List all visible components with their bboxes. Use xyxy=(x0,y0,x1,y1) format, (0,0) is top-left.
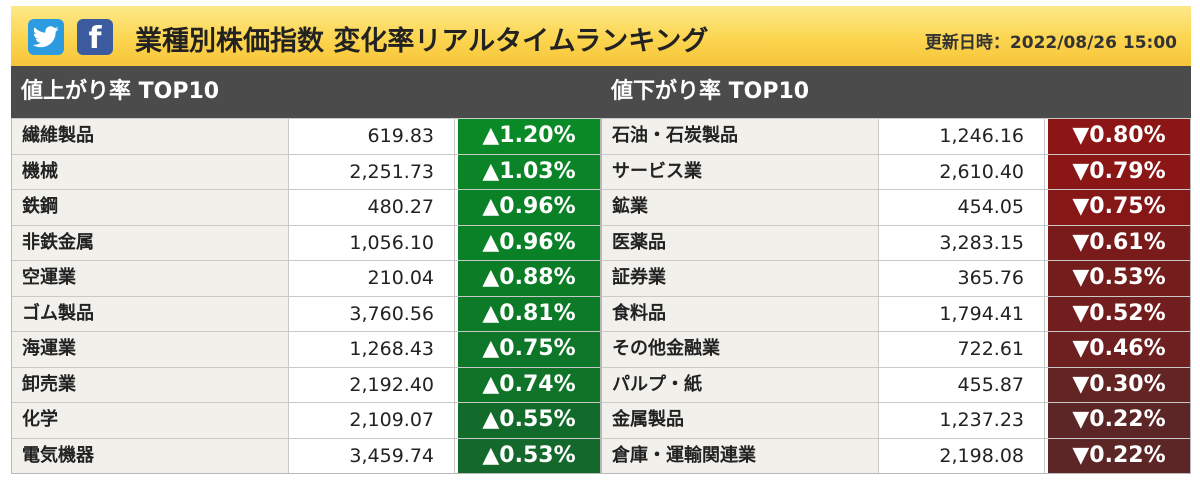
sector-name: 石油・石炭製品 xyxy=(602,119,879,154)
gainers-panel: 値上がり率 TOP10 繊維製品 619.83 ▲1.20% 機械 2,251.73 ▲… xyxy=(11,66,601,474)
change-badge: ▲1.20% xyxy=(458,119,600,154)
table-row: 食料品 1,794.41 ▼0.52% xyxy=(602,295,1190,331)
facebook-f-icon: f xyxy=(88,21,102,56)
table-row: 卸売業 2,192.40 ▲0.74% xyxy=(12,366,600,402)
index-value: 3,760.56 xyxy=(289,296,455,331)
table-row: 機械 2,251.73 ▲1.03% xyxy=(12,153,600,189)
sector-name: その他金融業 xyxy=(602,332,879,367)
change-badge: ▲0.53% xyxy=(458,438,600,473)
facebook-share-button[interactable]: f xyxy=(77,19,113,56)
index-value: 1,056.10 xyxy=(289,225,455,260)
table-row: 金属製品 1,237.23 ▼0.22% xyxy=(602,402,1190,438)
change-badge: ▲0.75% xyxy=(458,332,600,367)
table-row: 証券業 365.76 ▼0.53% xyxy=(602,260,1190,296)
sector-name: パルプ・紙 xyxy=(602,367,879,402)
twitter-share-button[interactable] xyxy=(28,19,64,55)
table-row: 海運業 1,268.43 ▲0.75% xyxy=(12,331,600,367)
sector-name: 繊維製品 xyxy=(12,119,289,154)
sector-name: ゴム製品 xyxy=(12,296,289,331)
sector-name: サービス業 xyxy=(602,154,879,189)
sector-name: 非鉄金属 xyxy=(12,225,289,260)
sector-name: 海運業 xyxy=(12,332,289,367)
sector-name: 証券業 xyxy=(602,261,879,296)
index-value: 3,459.74 xyxy=(289,438,455,473)
table-row: ゴム製品 3,760.56 ▲0.81% xyxy=(12,295,600,331)
change-badge: ▼0.46% xyxy=(1048,332,1190,367)
page-title: 業種別株価指数 変化率リアルタイムランキング xyxy=(135,26,709,57)
change-badge: ▼0.22% xyxy=(1048,403,1190,438)
change-badge: ▼0.80% xyxy=(1048,119,1190,154)
index-value: 454.05 xyxy=(879,190,1045,225)
change-badge: ▲0.96% xyxy=(458,225,600,260)
table-row: 鉱業 454.05 ▼0.75% xyxy=(602,189,1190,225)
table-row: 医薬品 3,283.15 ▼0.61% xyxy=(602,224,1190,260)
change-badge: ▲1.03% xyxy=(458,154,600,189)
sector-name: 食料品 xyxy=(602,296,879,331)
sector-name: 鉱業 xyxy=(602,190,879,225)
change-badge: ▼0.52% xyxy=(1048,296,1190,331)
change-badge: ▲0.96% xyxy=(458,190,600,225)
sector-name: 機械 xyxy=(12,154,289,189)
change-badge: ▼0.53% xyxy=(1048,261,1190,296)
table-row: 化学 2,109.07 ▲0.55% xyxy=(12,402,600,438)
index-value: 210.04 xyxy=(289,261,455,296)
index-value: 1,237.23 xyxy=(879,403,1045,438)
index-value: 1,246.16 xyxy=(879,119,1045,154)
index-value: 480.27 xyxy=(289,190,455,225)
sector-name: 鉄鋼 xyxy=(12,190,289,225)
table-row: サービス業 2,610.40 ▼0.79% xyxy=(602,153,1190,189)
index-value: 1,268.43 xyxy=(289,332,455,367)
update-timestamp: 更新日時：2022/08/26 15:00 xyxy=(925,28,1177,53)
table-row: その他金融業 722.61 ▼0.46% xyxy=(602,331,1190,367)
change-badge: ▼0.79% xyxy=(1048,154,1190,189)
sector-name: 空運業 xyxy=(12,261,289,296)
gainers-heading: 値上がり率 TOP10 xyxy=(11,66,601,118)
table-row: 空運業 210.04 ▲0.88% xyxy=(12,260,600,296)
losers-heading: 値下がり率 TOP10 xyxy=(601,66,1191,118)
sector-name: 金属製品 xyxy=(602,403,879,438)
table-row: パルプ・紙 455.87 ▼0.30% xyxy=(602,366,1190,402)
losers-table: 石油・石炭製品 1,246.16 ▼0.80% サービス業 2,610.40 ▼0.79… xyxy=(601,118,1191,474)
index-value: 2,610.40 xyxy=(879,154,1045,189)
index-value: 455.87 xyxy=(879,367,1045,402)
change-badge: ▲0.81% xyxy=(458,296,600,331)
widget-header: f 業種別株価指数 変化率リアルタイムランキング 更新日時：2022/08/26… xyxy=(11,6,1191,66)
sector-name: 医薬品 xyxy=(602,225,879,260)
index-value: 2,198.08 xyxy=(879,438,1045,473)
index-value: 365.76 xyxy=(879,261,1045,296)
change-badge: ▼0.30% xyxy=(1048,367,1190,402)
table-row: 非鉄金属 1,056.10 ▲0.96% xyxy=(12,224,600,260)
index-value: 3,283.15 xyxy=(879,225,1045,260)
index-value: 619.83 xyxy=(289,119,455,154)
sector-name: 卸売業 xyxy=(12,367,289,402)
sector-name: 倉庫・運輸関連業 xyxy=(602,438,879,473)
sector-name: 化学 xyxy=(12,403,289,438)
index-value: 2,192.40 xyxy=(289,367,455,402)
table-row: 倉庫・運輸関連業 2,198.08 ▼0.22% xyxy=(602,437,1190,473)
change-badge: ▲0.88% xyxy=(458,261,600,296)
change-badge: ▼0.61% xyxy=(1048,225,1190,260)
table-row: 電気機器 3,459.74 ▲0.53% xyxy=(12,437,600,473)
table-row: 繊維製品 619.83 ▲1.20% xyxy=(12,118,600,154)
change-badge: ▲0.74% xyxy=(458,367,600,402)
losers-panel: 値下がり率 TOP10 石油・石炭製品 1,246.16 ▼0.80% サービス業 2… xyxy=(601,66,1191,474)
index-value: 2,251.73 xyxy=(289,154,455,189)
sector-name: 電気機器 xyxy=(12,438,289,473)
gainers-table: 繊維製品 619.83 ▲1.20% 機械 2,251.73 ▲1.03% 鉄鋼 480.… xyxy=(11,118,601,474)
twitter-bird-icon xyxy=(33,26,59,48)
change-badge: ▲0.55% xyxy=(458,403,600,438)
index-value: 2,109.07 xyxy=(289,403,455,438)
index-value: 722.61 xyxy=(879,332,1045,367)
table-row: 石油・石炭製品 1,246.16 ▼0.80% xyxy=(602,118,1190,154)
change-badge: ▼0.75% xyxy=(1048,190,1190,225)
table-row: 鉄鋼 480.27 ▲0.96% xyxy=(12,189,600,225)
update-value: 2022/08/26 15:00 xyxy=(1009,33,1177,53)
index-value: 1,794.41 xyxy=(879,296,1045,331)
change-badge: ▼0.22% xyxy=(1048,438,1190,473)
update-label: 更新日時： xyxy=(924,33,1010,53)
